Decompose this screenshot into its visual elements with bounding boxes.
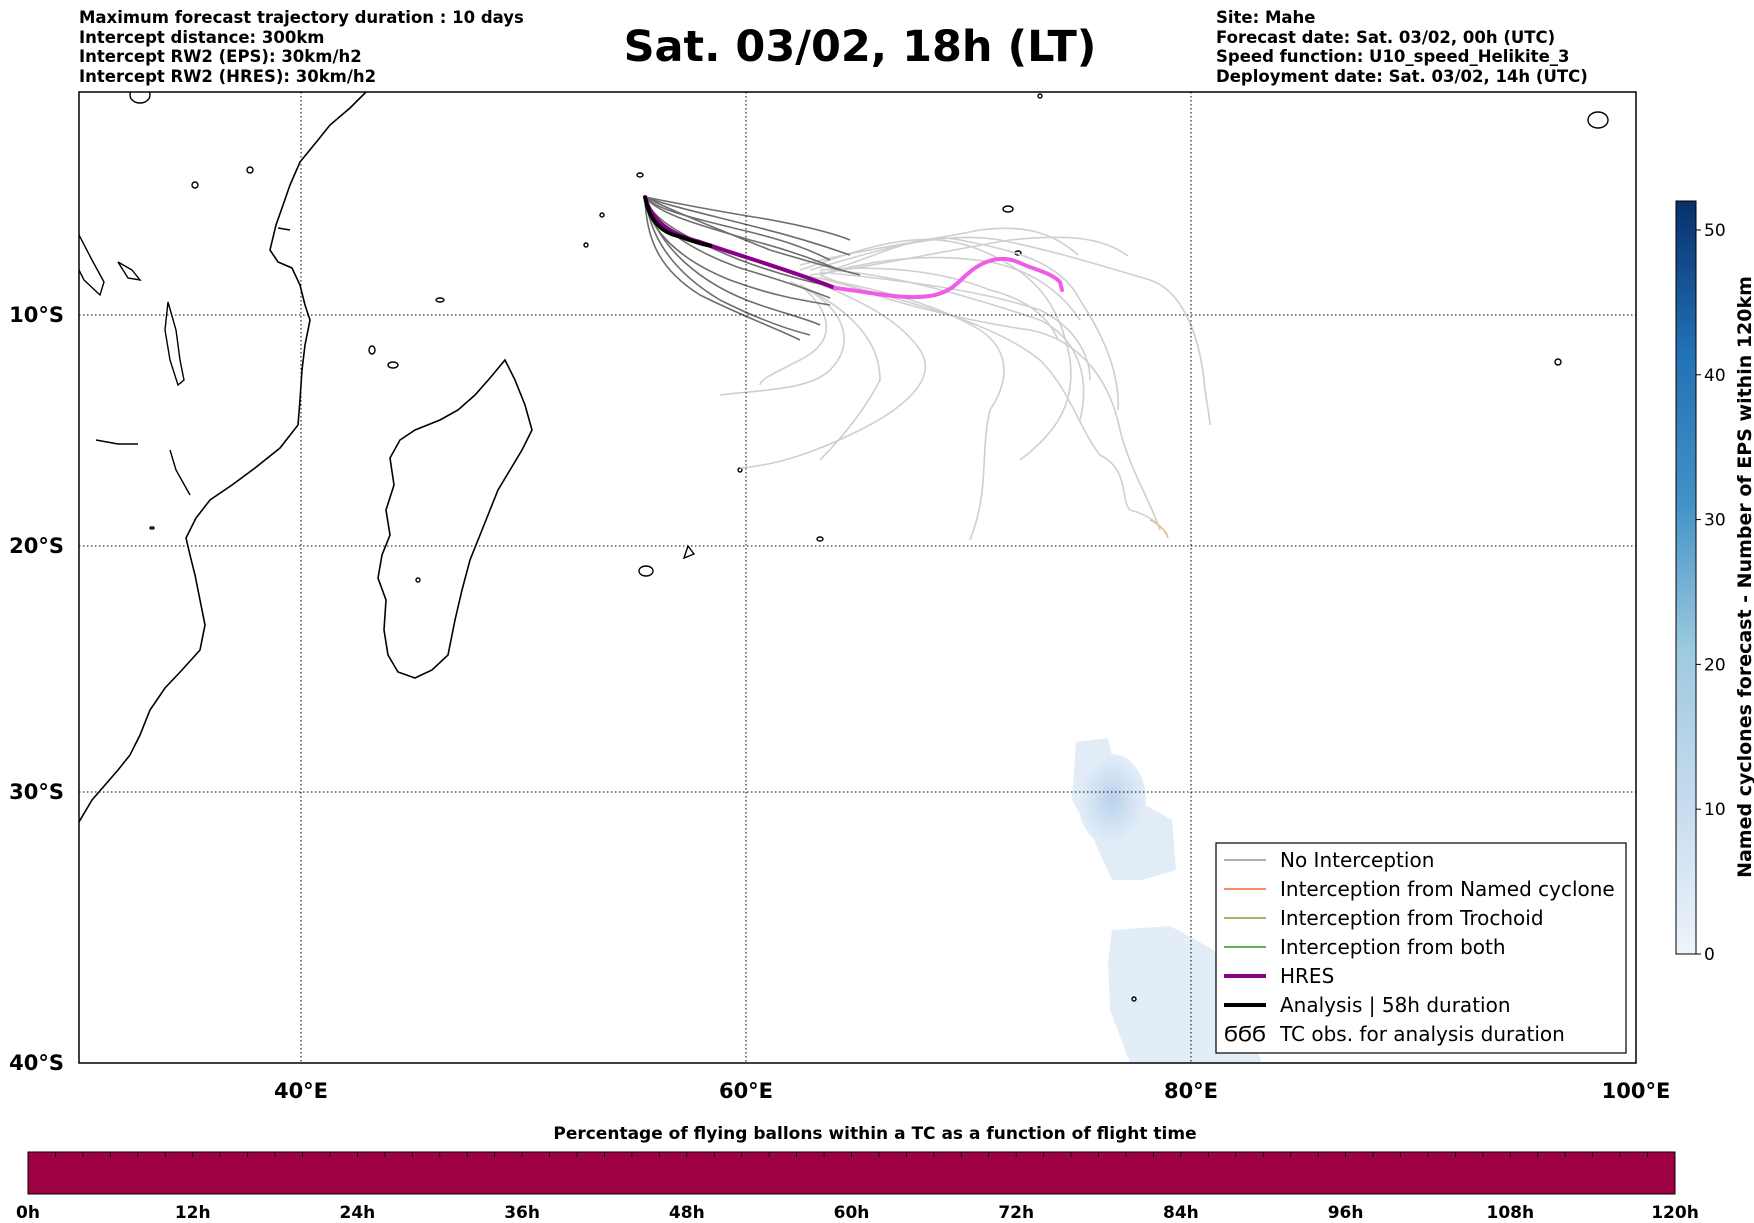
colorbar-bottom-tick-label: 60h [834,1203,870,1223]
africa-coastline [79,92,367,823]
legend-label: No Interception [1280,848,1434,872]
header-left-line: Intercept RW2 (EPS): 30km/h2 [79,47,362,66]
legend-label: Interception from Named cyclone [1280,877,1615,901]
header-left-line: Intercept distance: 300km [79,27,325,47]
colorbar-right: 0 10 20 30 40 50 Named cyclones forecast - Nu… [1675,200,1754,965]
lon-tick-label: 60°E [719,1079,773,1103]
small-islands [129,92,1609,1002]
cyclone-symbols-icon: ϬϬϬ [1224,1022,1266,1046]
colorbar-right-label: Named cyclones forecast - Number of EPS … [1734,276,1754,878]
legend: No Interception Interception from Named … [1215,842,1627,1054]
colorbar-bottom-tick-label: 36h [504,1203,540,1223]
header-left-line: Intercept RW2 (HRES): 30km/h2 [79,66,377,86]
lat-tick-labels: 10°S 20°S 30°S 40°S [9,303,64,1075]
lat-tick-label: 40°S [9,1051,64,1075]
page-title: Sat. 03/02, 18h (LT) [623,22,1097,72]
header-right-info: Site: Mahe Forecast date: Sat. 03/02, 00… [1216,8,1588,86]
colorbar-bottom-tick-label: 72h [998,1203,1034,1223]
header-right-line: Deployment date: Sat. 03/02, 14h (UTC) [1216,66,1588,86]
colorbar-bottom-tick-label: 120h [1651,1203,1699,1223]
colorbar-bottom-tick-label: 108h [1487,1203,1535,1223]
colorbar-bottom-bar [27,1151,1676,1195]
colorbar-right-tick-label: 0 [1704,945,1715,965]
lon-tick-label: 80°E [1164,1079,1218,1103]
legend-box [1215,842,1627,1054]
legend-label: Interception from Trochoid [1280,906,1544,930]
header-right-line: Forecast date: Sat. 03/02, 00h (UTC) [1216,27,1556,47]
colorbar-right-tick-label: 50 [1704,221,1726,241]
map-frame [78,91,1637,1064]
lon-tick-labels: 40°E 60°E 80°E 100°E [274,1079,1670,1103]
colorbar-right-ticks: 0 10 20 30 40 50 [1696,221,1726,965]
colorbar-right-tick-label: 30 [1704,511,1726,531]
colorbar-bottom: Percentage of flying ballons within a TC… [16,1124,1699,1223]
colorbar-bottom-tick-label: 24h [340,1203,376,1223]
legend-label: Analysis | 58h duration [1280,993,1511,1017]
colorbar-bottom-tick-label: 48h [669,1203,705,1223]
colorbar-right-tick-label: 10 [1704,800,1726,820]
lat-tick-label: 30°S [9,780,64,804]
legend-label: TC obs. for analysis duration [1279,1022,1565,1046]
lat-tick-label: 20°S [9,534,64,558]
colorbar-bottom-tick-label: 84h [1163,1203,1199,1223]
header-right-line: Site: Mahe [1216,8,1316,27]
colorbar-right-tick-label: 20 [1704,655,1726,675]
lon-tick-label: 100°E [1602,1079,1671,1103]
colorbar-right-tick-label: 40 [1704,366,1726,386]
map-layer [79,92,1636,1063]
legend-label: HRES [1280,964,1334,988]
header-left-line: Maximum forecast trajectory duration : 1… [79,8,524,27]
colorbar-bottom-tick-label: 96h [1328,1203,1364,1223]
colorbar-bottom-tick-label: 0h [16,1203,40,1223]
analysis-trajectory [643,195,713,248]
header-left-info: Maximum forecast trajectory duration : 1… [79,8,524,86]
header-right-line: Speed function: U10_speed_Helikite_3 [1216,47,1570,66]
lon-tick-label: 40°E [274,1079,328,1103]
madagascar-coastline [377,358,533,679]
lat-tick-label: 10°S [9,303,64,327]
colorbar-bottom-ticks: 0h 12h 24h 36h 48h 60h 72h 84h 96h 108h 120h [16,1152,1699,1223]
legend-label: Interception from both [1280,935,1506,959]
map-grid [79,92,1636,1063]
colorbar-bottom-tick-label: 12h [175,1203,211,1223]
colorbar-right-gradient [1675,200,1697,955]
colorbar-bottom-title: Percentage of flying ballons within a TC… [553,1124,1196,1144]
